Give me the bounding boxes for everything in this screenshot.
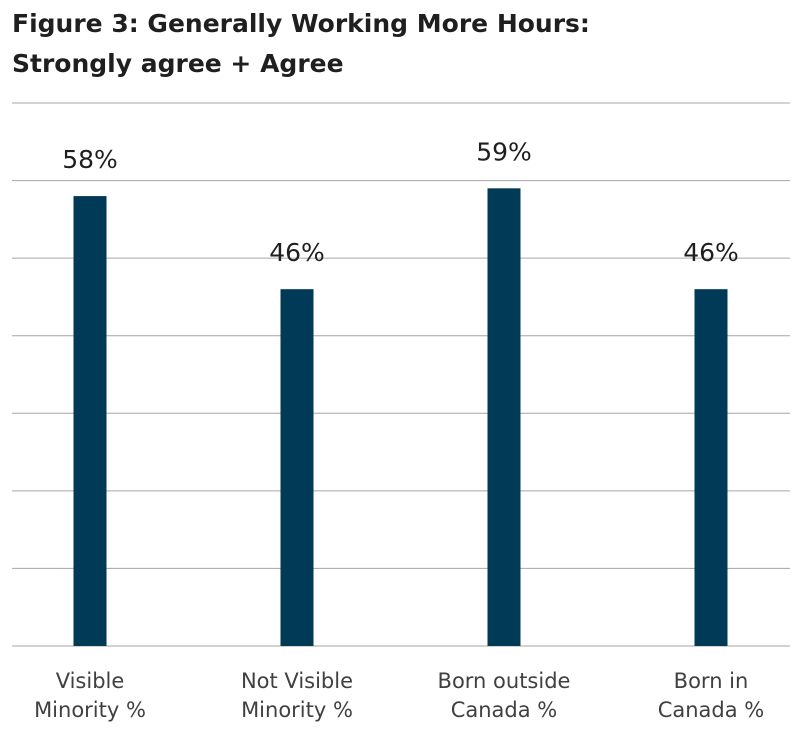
value-label: 58% — [62, 145, 118, 174]
gridlines — [12, 102, 790, 647]
bar — [487, 188, 521, 647]
category-label: Visible — [56, 669, 125, 693]
category-label: Canada % — [451, 698, 558, 722]
category-label: Not Visible — [241, 669, 353, 693]
bar — [694, 289, 728, 646]
value-label: 46% — [683, 238, 739, 267]
bars — [73, 188, 728, 647]
category-label: Born outside — [438, 669, 571, 693]
category-label: Minority % — [241, 698, 353, 722]
bar — [73, 196, 107, 647]
value-label: 46% — [269, 238, 325, 267]
chart-title-line-2: Strongly agree + Agree — [12, 49, 344, 78]
value-label: 59% — [476, 137, 532, 166]
bar — [280, 289, 314, 646]
category-labels: Visible Minority % Not Visible Minority % Bo… — [34, 669, 764, 722]
category-label: Born in — [674, 669, 749, 693]
chart-title: Figure 3: Generally Working More Hours: … — [12, 4, 792, 84]
category-label: Canada % — [658, 698, 765, 722]
value-labels: 58% 46% 59% 46% — [62, 137, 739, 267]
category-label: Minority % — [34, 698, 146, 722]
chart-title-line-1: Figure 3: Generally Working More Hours: — [12, 9, 590, 38]
